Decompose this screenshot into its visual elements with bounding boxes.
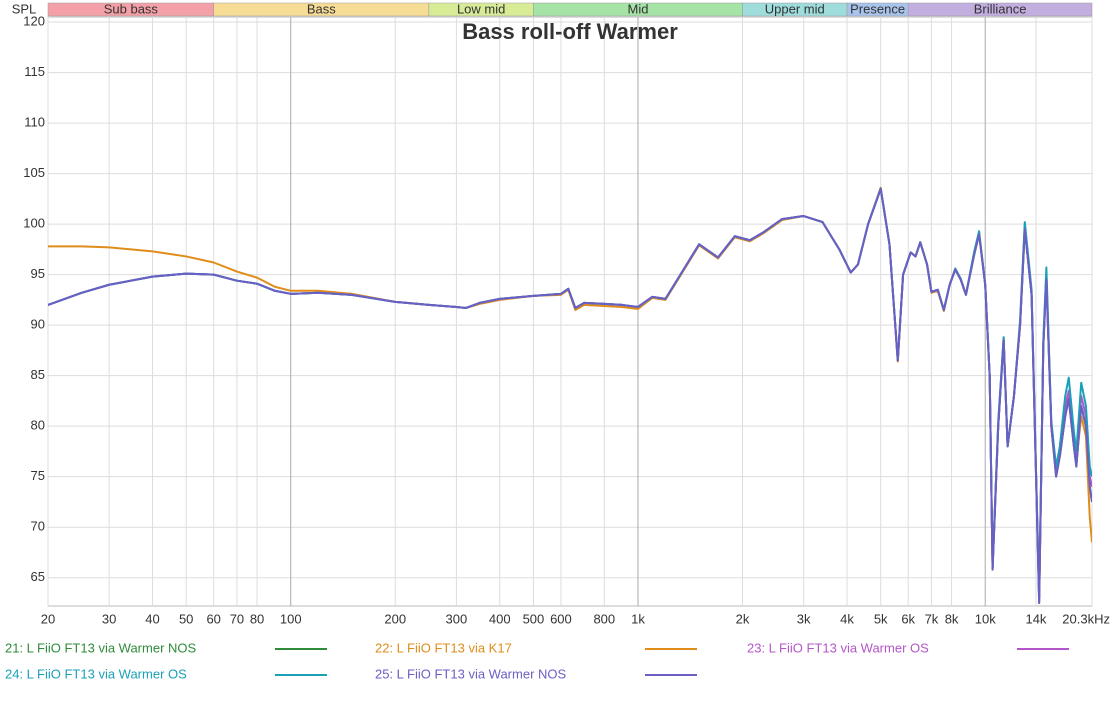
x-tick-label: 40 [145, 611, 159, 626]
y-tick-label: 115 [24, 64, 45, 79]
x-tick-label: 5k [874, 611, 888, 626]
legend-label: 23: L FiiO FT13 via Warmer OS [747, 640, 929, 655]
x-tick-label: 500 [523, 611, 545, 626]
band-label: Upper mid [765, 1, 825, 16]
legend-label: 25: L FiiO FT13 via Warmer NOS [375, 666, 567, 681]
x-tick-label: 1k [631, 611, 645, 626]
y-tick-label: 65 [31, 569, 45, 584]
band-label: Bass [307, 1, 336, 16]
y-tick-label: 120 [23, 13, 45, 28]
x-tick-label: 400 [489, 611, 511, 626]
y-tick-label: 90 [31, 317, 45, 332]
x-tick-label: 60 [206, 611, 220, 626]
y-axis-label: SPL [12, 1, 37, 16]
y-tick-label: 110 [24, 115, 45, 130]
x-tick-label: 4k [840, 611, 854, 626]
plot-area [47, 16, 1093, 607]
y-tick-label: 80 [31, 418, 45, 433]
series-line [48, 187, 1092, 604]
x-tick-label: 7k [925, 611, 939, 626]
x-tick-label: 20 [41, 611, 55, 626]
band-label: Low mid [457, 1, 505, 16]
x-tick-label: 3k [797, 611, 811, 626]
chart-title: Bass roll-off Warmer [462, 19, 678, 44]
x-tick-label: 50 [179, 611, 193, 626]
x-tick-label: 100 [280, 611, 302, 626]
x-tick-label: 8k [945, 611, 959, 626]
x-tick-label: 14k [1025, 611, 1046, 626]
x-tick-label: 2k [736, 611, 750, 626]
band-label: Mid [627, 1, 648, 16]
band-label: Brilliance [974, 1, 1027, 16]
y-tick-label: 75 [31, 468, 45, 483]
y-tick-label: 85 [31, 367, 45, 382]
x-tick-label: 600 [550, 611, 572, 626]
x-tick-label: 20.3kHz [1062, 611, 1110, 626]
y-tick-label: 100 [23, 216, 45, 231]
band-label: Presence [850, 1, 905, 16]
y-tick-label: 95 [31, 266, 45, 281]
legend-label: 22: L FiiO FT13 via K17 [375, 640, 512, 655]
x-tick-label: 10k [975, 611, 996, 626]
x-tick-label: 200 [384, 611, 406, 626]
series-group [48, 186, 1092, 604]
x-tick-label: 300 [446, 611, 468, 626]
y-tick-label: 70 [31, 519, 45, 534]
x-tick-label: 80 [250, 611, 264, 626]
band-label: Sub bass [104, 1, 159, 16]
legend-label: 24: L FiiO FT13 via Warmer OS [5, 666, 187, 681]
y-tick-label: 105 [23, 165, 45, 180]
x-tick-label: 30 [102, 611, 116, 626]
x-tick-label: 800 [593, 611, 615, 626]
x-tick-label: 70 [230, 611, 244, 626]
band [907, 2, 1093, 17]
legend-label: 21: L FiiO FT13 via Warmer NOS [5, 640, 197, 655]
x-tick-label: 6k [901, 611, 915, 626]
